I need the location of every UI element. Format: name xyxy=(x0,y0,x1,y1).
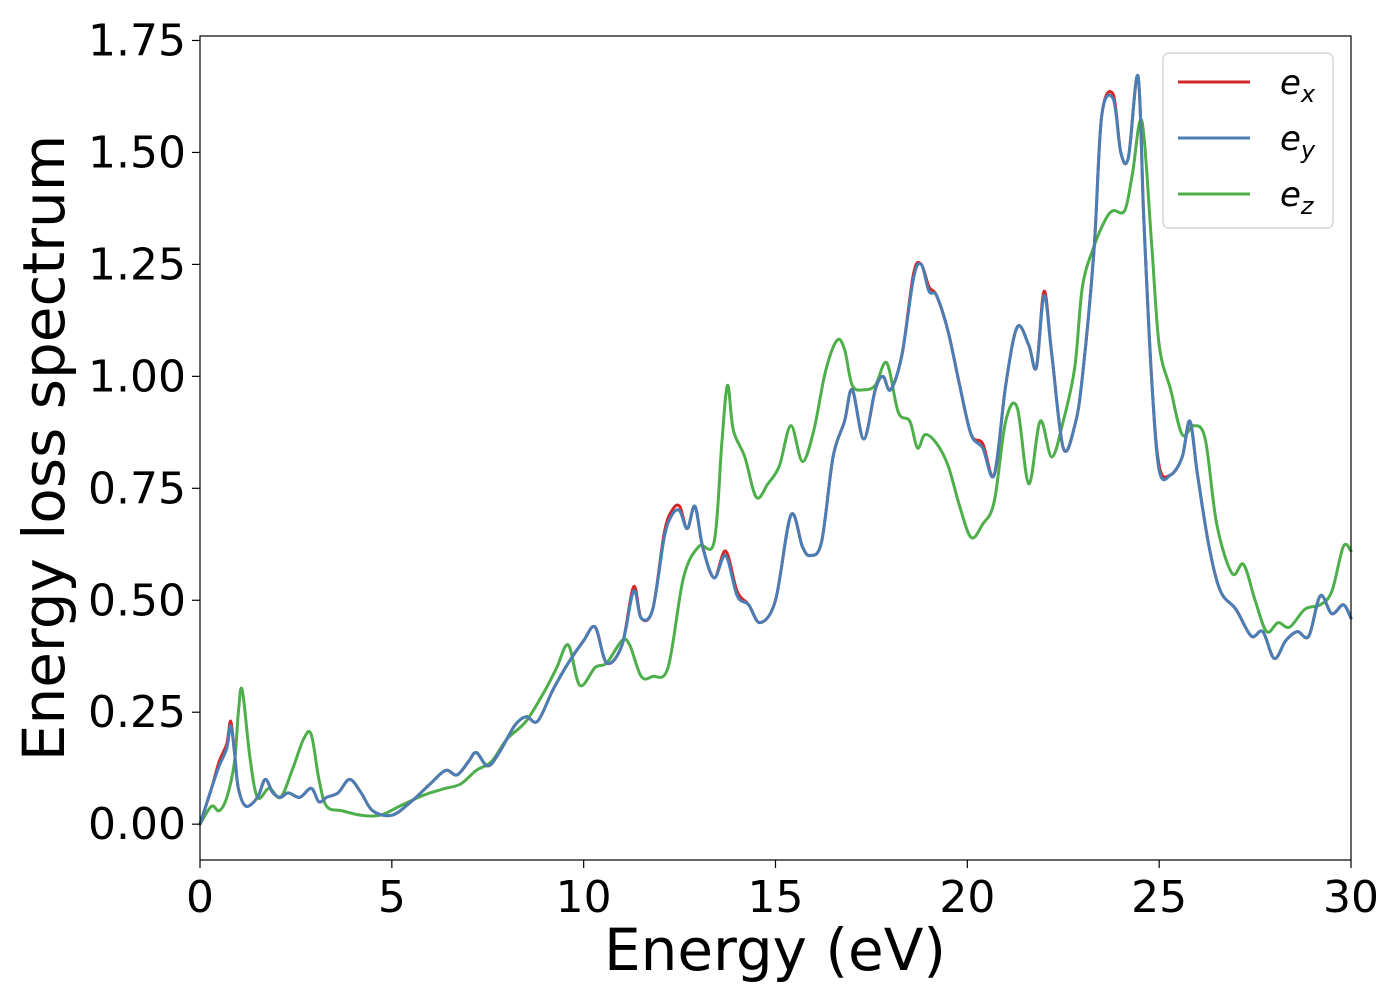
x-axis-title: Energy (eV) xyxy=(604,916,946,984)
series-line-e-y xyxy=(198,74,1353,826)
y-tick-label: 1.25 xyxy=(88,239,186,290)
x-tick-label: 0 xyxy=(186,872,214,923)
y-axis-title: Energy loss spectrum xyxy=(10,135,78,761)
legend-box xyxy=(1162,52,1334,229)
legend-label-subscript: y xyxy=(1300,136,1316,164)
y-axis-ticks: 0.00 0.25 0.50 0.75 1.00 1.25 1.50 1.75 xyxy=(88,15,200,850)
legend-label-subscript: x xyxy=(1300,80,1316,108)
plot-background xyxy=(200,36,1351,860)
x-tick-label: 20 xyxy=(939,872,995,923)
x-tick-label: 5 xyxy=(378,872,406,923)
y-tick-label: 0.75 xyxy=(88,463,186,514)
legend-label-subscript: z xyxy=(1300,192,1315,220)
x-tick-label: 25 xyxy=(1131,872,1187,923)
y-tick-label: 0.50 xyxy=(88,575,186,626)
y-tick-label: 1.50 xyxy=(88,127,186,178)
x-tick-label: 10 xyxy=(556,872,612,923)
x-tick-label: 15 xyxy=(748,872,804,923)
x-tick-label: 30 xyxy=(1323,872,1379,923)
y-tick-label: 0.00 xyxy=(88,799,186,850)
series-line-e-z xyxy=(198,117,1353,826)
series-layer xyxy=(198,74,1353,826)
x-axis-ticks: 0 5 10 15 20 25 30 xyxy=(186,860,1379,923)
y-tick-label: 0.25 xyxy=(88,687,186,738)
y-tick-label: 1.75 xyxy=(88,15,186,66)
y-tick-label: 1.00 xyxy=(88,351,186,402)
